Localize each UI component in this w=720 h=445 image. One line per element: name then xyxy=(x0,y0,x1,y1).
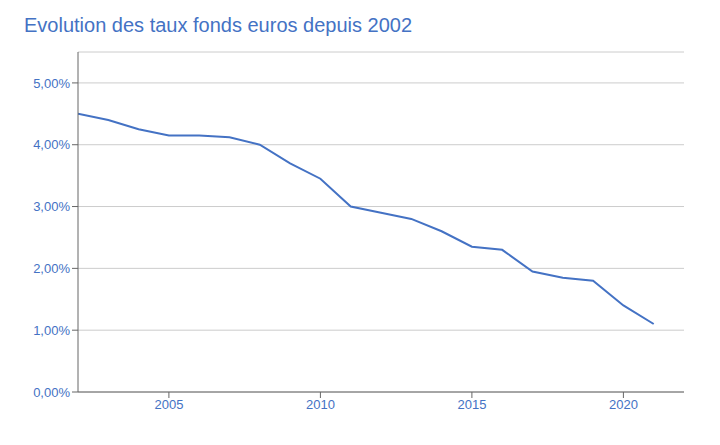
svg-text:0,00%: 0,00% xyxy=(33,385,70,400)
svg-text:2015: 2015 xyxy=(457,397,486,412)
svg-text:2,00%: 2,00% xyxy=(33,261,70,276)
svg-text:4,00%: 4,00% xyxy=(33,137,70,152)
svg-text:3,00%: 3,00% xyxy=(33,199,70,214)
html-text:Evolution des taux fonds euros: Evolution des taux fonds euros depuis 20… xyxy=(24,14,412,36)
svg-text:1,00%: 1,00% xyxy=(33,323,70,338)
svg-text:2010: 2010 xyxy=(306,397,335,412)
svg-text:2005: 2005 xyxy=(154,397,183,412)
svg-text:5,00%: 5,00% xyxy=(33,76,70,91)
svg-text:2020: 2020 xyxy=(609,397,638,412)
